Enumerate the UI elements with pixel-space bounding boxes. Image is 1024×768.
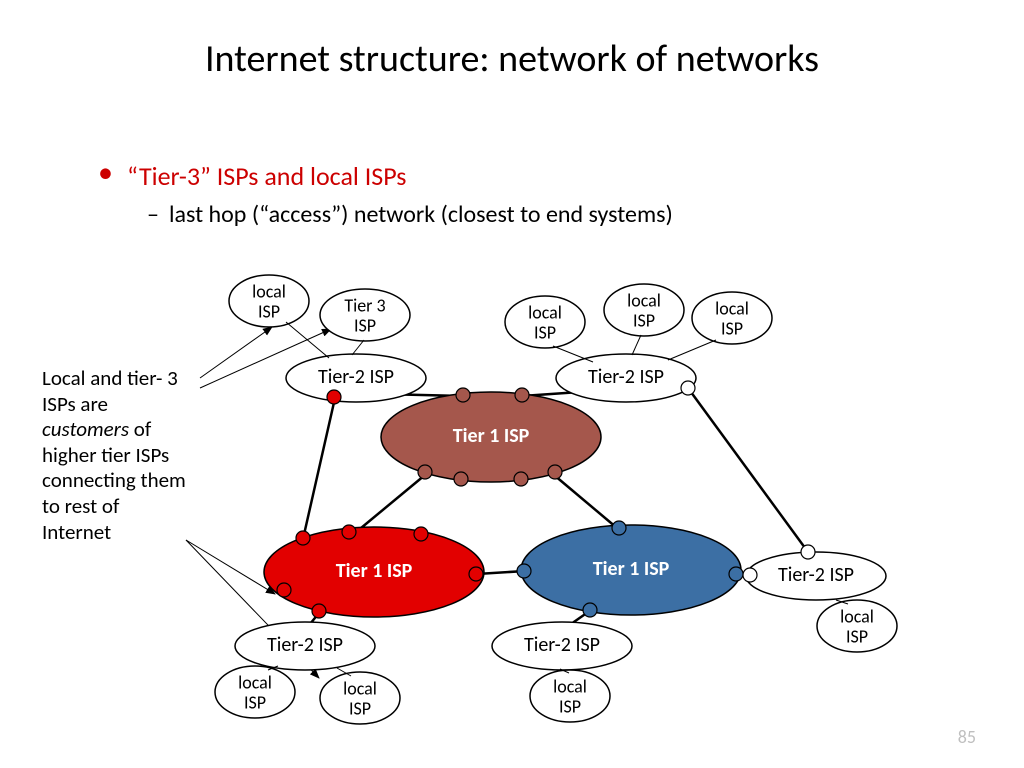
svg-text:local: local (528, 301, 562, 323)
svg-text:ISP: ISP (349, 697, 371, 719)
svg-text:Tier 3: Tier 3 (344, 294, 385, 316)
svg-text:local: local (238, 671, 272, 693)
svg-text:Tier-2 ISP: Tier-2 ISP (524, 633, 600, 657)
page-number: 85 (958, 726, 976, 748)
svg-text:Tier-2 ISP: Tier-2 ISP (318, 365, 394, 389)
network-diagram: Tier-2 ISP Tier-2 ISP Tier-2 ISP Tier-2 ISP… (0, 0, 1024, 768)
svg-text:ISP: ISP (534, 321, 556, 343)
svg-text:Tier-2 ISP: Tier-2 ISP (267, 633, 343, 657)
svg-text:ISP: ISP (244, 691, 266, 713)
svg-text:ISP: ISP (633, 309, 655, 331)
svg-text:local: local (840, 605, 874, 627)
svg-text:ISP: ISP (258, 300, 280, 322)
svg-text:Tier-2 ISP: Tier-2 ISP (588, 365, 664, 389)
svg-text:ISP: ISP (354, 314, 376, 336)
svg-text:ISP: ISP (721, 317, 743, 339)
svg-text:local: local (553, 675, 587, 697)
svg-text:ISP: ISP (846, 625, 868, 647)
svg-text:Tier 1 ISP: Tier 1 ISP (336, 559, 413, 583)
svg-text:Tier-2 ISP: Tier-2 ISP (778, 563, 854, 587)
svg-text:Tier 1 ISP: Tier 1 ISP (453, 424, 530, 448)
svg-text:Tier 1 ISP: Tier 1 ISP (593, 557, 670, 581)
svg-text:local: local (715, 297, 749, 319)
svg-text:local: local (343, 677, 377, 699)
svg-text:ISP: ISP (559, 695, 581, 717)
svg-text:local: local (252, 280, 286, 302)
svg-text:local: local (627, 289, 661, 311)
slide: Internet structure: network of networks … (0, 0, 1024, 768)
